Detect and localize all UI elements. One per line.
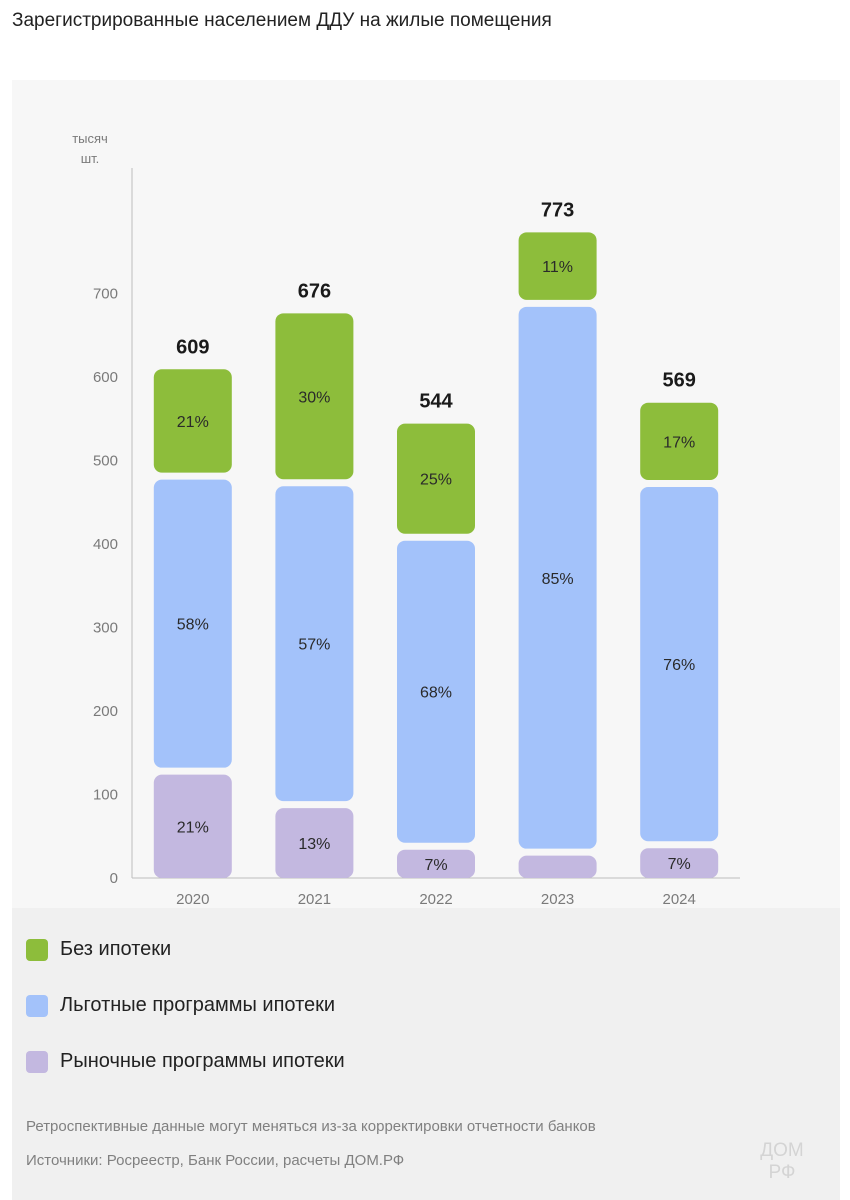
bar-percent-label: 85% — [542, 571, 574, 588]
logo-text-top: ДОМ — [760, 1140, 803, 1161]
bar-segment — [153, 479, 232, 768]
y-unit-label: тысяч — [72, 131, 108, 146]
bar-percent-label: 76% — [663, 657, 695, 674]
y-unit-label: шт. — [81, 151, 100, 166]
bar-percent-label: 7% — [668, 856, 691, 873]
logo-text-bottom: РФ — [769, 1162, 796, 1183]
bar-percent-label: 13% — [298, 836, 330, 853]
stacked-bar-chart: тысяч шт. 0 100 200 300 400 500 600 700 21% 58% 21% 6… — [72, 131, 740, 908]
y-tick-label: 700 — [93, 285, 118, 302]
legend-swatch-subsidized-mortgage — [26, 994, 48, 1017]
bar-percent-label: 57% — [298, 637, 330, 654]
x-tick-label: 2021 — [298, 891, 331, 908]
bar-total-label: 676 — [298, 280, 331, 302]
legend-item-market-mortgage: Рыночные программы ипотеки — [26, 1050, 345, 1073]
chart-title: Зарегистрированные населением ДДУ на жил… — [12, 10, 552, 31]
bar-segment — [640, 487, 719, 842]
y-tick-label: 600 — [93, 369, 118, 386]
x-tick-label: 2023 — [541, 891, 574, 908]
bar-percent-label: 25% — [420, 472, 452, 489]
bar-total-label: 773 — [541, 199, 574, 221]
retrospective-note: Ретроспективные данные могут меняться из… — [26, 1118, 596, 1135]
chart-panel: тысяч шт. 0 100 200 300 400 500 600 700 21% 58% 21% 6… — [12, 80, 840, 908]
y-tick-label: 0 — [110, 870, 118, 887]
dom-rf-logo: ДОМ РФ — [760, 1140, 803, 1183]
bar-percent-label: 11% — [542, 259, 573, 276]
bar-segment — [640, 402, 719, 481]
bar-percent-label: 21% — [177, 414, 209, 431]
bar-segment — [640, 848, 719, 878]
bar-percent-label: 68% — [420, 685, 452, 702]
x-tick-label: 2020 — [176, 891, 209, 908]
bar-segment — [275, 808, 354, 878]
bar-percent-label: 17% — [663, 434, 695, 451]
bar-segment — [518, 855, 597, 878]
bar-segment — [397, 540, 475, 843]
legend-item-subsidized-mortgage: Льготные программы ипотеки — [26, 994, 335, 1017]
bar-total-label: 544 — [419, 391, 453, 413]
x-tick-label: 2022 — [419, 891, 452, 908]
bar-segment — [275, 486, 354, 802]
bar-percent-label: 30% — [298, 389, 330, 406]
legend-label: Без ипотеки — [60, 938, 172, 960]
sources-note: Источники: Росреестр, Банк России, расче… — [26, 1152, 405, 1169]
y-tick-label: 400 — [93, 536, 118, 553]
bar-percent-label: 58% — [177, 617, 209, 634]
y-tick-label: 100 — [93, 786, 118, 803]
bar-segment — [397, 849, 475, 878]
bar-segment — [397, 423, 475, 534]
legend-panel — [12, 908, 840, 1200]
legend-swatch-market-mortgage — [26, 1050, 48, 1073]
bar-segment — [518, 306, 597, 849]
legend-swatch-no-mortgage — [26, 938, 48, 961]
y-tick-label: 300 — [93, 619, 118, 636]
legend-label: Рыночные программы ипотеки — [60, 1050, 345, 1072]
bar-segment — [153, 369, 232, 473]
bar-percent-label: 21% — [177, 819, 209, 836]
bar-total-label: 569 — [663, 370, 696, 392]
bar-total-label: 609 — [176, 336, 209, 358]
x-tick-label: 2024 — [663, 891, 696, 908]
y-tick-label: 200 — [93, 703, 118, 720]
legend-item-no-mortgage: Без ипотеки — [26, 938, 171, 961]
bar-segment — [518, 232, 597, 300]
bar-segment — [153, 774, 232, 878]
legend-label: Льготные программы ипотеки — [60, 994, 336, 1016]
y-tick-label: 500 — [93, 452, 118, 469]
bar-percent-label: 7% — [424, 857, 447, 874]
bar-segment — [275, 313, 354, 480]
